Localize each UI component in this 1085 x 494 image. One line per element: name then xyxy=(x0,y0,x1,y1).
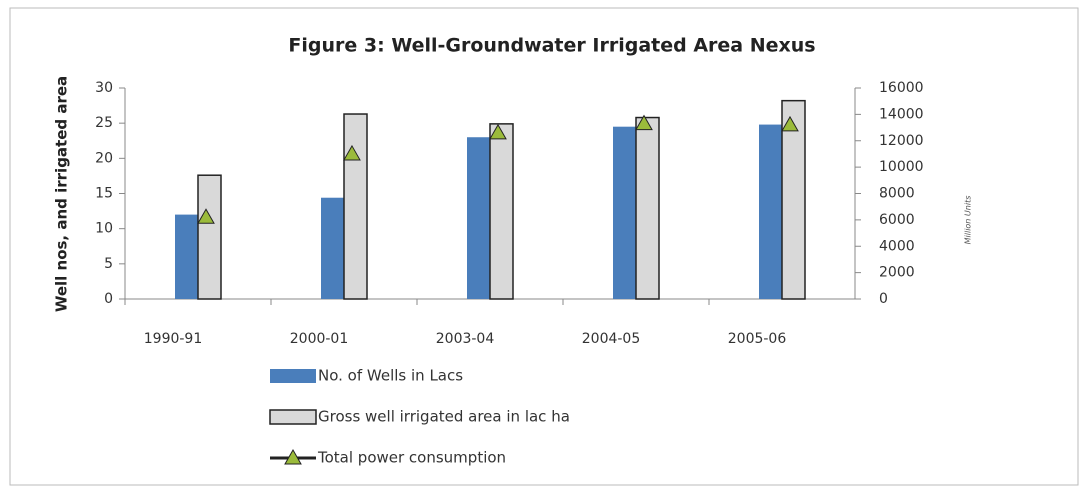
x-tick-label: 2005-06 xyxy=(728,331,787,347)
y2-tick-label: 6000 xyxy=(879,212,915,228)
y2-tick-label: 10000 xyxy=(879,159,924,175)
marker xyxy=(489,123,507,140)
marker xyxy=(635,114,653,131)
y2-tick-label: 8000 xyxy=(879,186,915,202)
y-tick-label: 25 xyxy=(95,115,113,131)
bar xyxy=(197,174,222,300)
legend-swatch xyxy=(269,409,317,425)
x-tick-label: 1990-91 xyxy=(144,331,203,347)
bar xyxy=(613,126,636,299)
marker xyxy=(343,144,361,161)
marker xyxy=(197,208,215,224)
legend-label: Gross well irrigated area in lac ha xyxy=(318,408,570,426)
y2-tick-label: 0 xyxy=(879,291,888,307)
y-tick-label: 5 xyxy=(104,256,113,272)
y2-tick-label: 2000 xyxy=(879,265,915,281)
y2-axis-label: Million Units xyxy=(964,196,973,245)
legend-label: Total power consumption xyxy=(317,449,506,467)
y2-tick-label: 4000 xyxy=(879,238,915,254)
x-tick-label: 2003-04 xyxy=(436,331,495,347)
bar xyxy=(759,124,782,299)
bar xyxy=(781,99,806,300)
x-tick-label: 2000-01 xyxy=(290,331,349,347)
chart-title: Figure 3: Well-Groundwater Irrigated Are… xyxy=(288,35,815,57)
y-tick-label: 10 xyxy=(95,221,113,237)
y-tick-label: 20 xyxy=(95,150,113,166)
y2-tick-label: 16000 xyxy=(879,80,924,96)
bar xyxy=(489,123,514,300)
bar xyxy=(175,214,198,299)
y-tick-label: 15 xyxy=(95,186,113,202)
bar xyxy=(467,137,490,299)
y-axis-label: Well nos, and irrigated area xyxy=(53,76,71,312)
y-tick-label: 0 xyxy=(104,291,113,307)
legend-marker xyxy=(284,448,302,465)
bar xyxy=(635,116,660,300)
bar xyxy=(321,197,344,299)
y2-tick-label: 12000 xyxy=(879,133,924,149)
y2-tick-label: 14000 xyxy=(879,106,924,122)
marker xyxy=(781,115,799,132)
x-tick-label: 2004-05 xyxy=(582,331,641,347)
y-tick-label: 30 xyxy=(95,80,113,96)
legend-swatch xyxy=(270,369,316,383)
legend-label: No. of Wells in Lacs xyxy=(318,367,463,385)
bar xyxy=(343,113,368,300)
